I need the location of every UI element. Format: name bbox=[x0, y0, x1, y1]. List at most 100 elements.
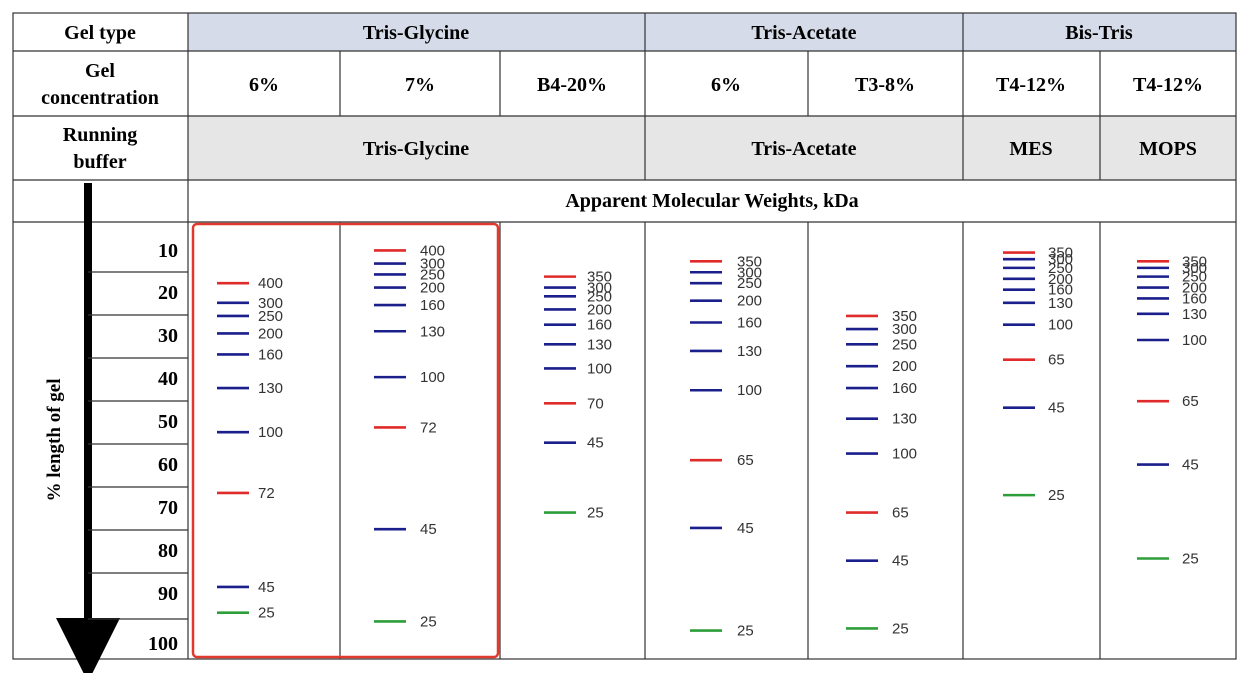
band-25-label: 25 bbox=[892, 620, 909, 637]
band-160-label: 160 bbox=[1048, 282, 1073, 299]
band-300-label: 300 bbox=[892, 321, 917, 338]
band-300-label: 300 bbox=[1182, 260, 1207, 277]
band-200-label: 200 bbox=[258, 325, 283, 342]
band-160-label: 160 bbox=[420, 297, 445, 314]
band-72-label: 72 bbox=[420, 419, 437, 436]
concentration-col-6: T4-12% bbox=[996, 74, 1066, 96]
band-400-label: 400 bbox=[258, 275, 283, 292]
band-130-label: 130 bbox=[587, 336, 612, 353]
ruler-tick-label: 30 bbox=[158, 325, 178, 347]
ruler-tick-label: 50 bbox=[158, 411, 178, 433]
band-130-label: 130 bbox=[258, 380, 283, 397]
ruler-tick-label: 100 bbox=[148, 633, 178, 655]
concentration-col-3: B4-20% bbox=[537, 74, 607, 96]
running-buffer-header-line2: buffer bbox=[73, 151, 126, 173]
band-130-label: 130 bbox=[1048, 295, 1073, 312]
band-100-label: 100 bbox=[892, 446, 917, 463]
band-350-label: 350 bbox=[1182, 253, 1207, 270]
gel-concentration-header-line1: Gel bbox=[85, 60, 115, 82]
band-100-label: 100 bbox=[587, 360, 612, 377]
band-65-label: 65 bbox=[737, 452, 754, 469]
band-45-label: 45 bbox=[258, 579, 275, 596]
ruler-tick-label: 10 bbox=[158, 240, 178, 262]
band-45-label: 45 bbox=[1048, 400, 1065, 417]
band-350-label: 350 bbox=[1048, 245, 1073, 262]
band-45-label: 45 bbox=[420, 521, 437, 538]
band-25-label: 25 bbox=[1048, 487, 1065, 504]
gel-type-tris-acetate: Tris-Acetate bbox=[751, 22, 856, 44]
band-25-label: 25 bbox=[1182, 550, 1199, 567]
band-65-label: 65 bbox=[1182, 393, 1199, 410]
band-70-label: 70 bbox=[587, 395, 604, 412]
running-buffer-fill bbox=[188, 116, 1236, 180]
band-25-label: 25 bbox=[737, 623, 754, 640]
band-72-label: 72 bbox=[258, 485, 275, 502]
gel-type-header-fill bbox=[188, 13, 1236, 51]
concentration-col-5: T3-8% bbox=[855, 74, 915, 96]
band-160-label: 160 bbox=[737, 315, 762, 332]
concentration-col-2: 7% bbox=[405, 74, 435, 96]
band-100-label: 100 bbox=[420, 369, 445, 386]
band-45-label: 45 bbox=[1182, 457, 1199, 474]
ruler-tick-label: 80 bbox=[158, 540, 178, 562]
band-250-label: 250 bbox=[892, 336, 917, 353]
band-25-label: 25 bbox=[258, 605, 275, 622]
band-300-label: 300 bbox=[258, 295, 283, 312]
band-100-label: 100 bbox=[1182, 332, 1207, 349]
apparent-mw-title: Apparent Molecular Weights, kDa bbox=[565, 190, 858, 212]
ruler-tick-label: 90 bbox=[158, 583, 178, 605]
band-200-label: 200 bbox=[587, 301, 612, 318]
band-160-label: 160 bbox=[587, 317, 612, 334]
band-25-label: 25 bbox=[420, 613, 437, 630]
band-65-label: 65 bbox=[1048, 352, 1065, 369]
highlight-box bbox=[191, 222, 500, 659]
gel-type-bis-tris: Bis-Tris bbox=[1065, 22, 1133, 44]
band-300-label: 300 bbox=[420, 256, 445, 273]
ruler: 10 20 30 40 50 60 70 80 90 100 bbox=[56, 183, 188, 673]
concentration-col-7: T4-12% bbox=[1133, 74, 1203, 96]
gel-type-tris-glycine: Tris-Glycine bbox=[363, 22, 469, 44]
band-350-label: 350 bbox=[587, 269, 612, 286]
band-45-label: 45 bbox=[737, 520, 754, 537]
band-200-label: 200 bbox=[420, 280, 445, 297]
band-160-label: 160 bbox=[892, 380, 917, 397]
band-400-label: 400 bbox=[420, 242, 445, 259]
band-130-label: 130 bbox=[892, 411, 917, 428]
gel-length-axis-label: % length of gel bbox=[44, 379, 65, 502]
band-130-label: 130 bbox=[1182, 306, 1207, 323]
band-300-label: 300 bbox=[587, 280, 612, 297]
band-100-label: 100 bbox=[1048, 317, 1073, 334]
band-350-label: 350 bbox=[892, 308, 917, 325]
band-350-label: 350 bbox=[737, 253, 762, 270]
band-130-label: 130 bbox=[737, 343, 762, 360]
buffer-mes: MES bbox=[1009, 138, 1052, 160]
band-250-label: 250 bbox=[258, 308, 283, 325]
ruler-tick-label: 70 bbox=[158, 497, 178, 519]
band-250-label: 250 bbox=[737, 275, 762, 292]
band-200-label: 200 bbox=[1182, 280, 1207, 297]
band-65-label: 65 bbox=[892, 505, 909, 522]
buffer-tris-glycine: Tris-Glycine bbox=[363, 138, 469, 160]
concentration-col-1: 6% bbox=[249, 74, 279, 96]
band-250-label: 250 bbox=[420, 266, 445, 283]
band-250-label: 250 bbox=[1048, 260, 1073, 277]
ruler-tick-label: 60 bbox=[158, 454, 178, 476]
band-100-label: 100 bbox=[258, 424, 283, 441]
table-grid bbox=[12, 12, 1237, 660]
buffer-tris-acetate: Tris-Acetate bbox=[751, 138, 856, 160]
concentration-col-4: 6% bbox=[711, 74, 741, 96]
band-200-label: 200 bbox=[892, 358, 917, 375]
band-200-label: 200 bbox=[1048, 271, 1073, 288]
band-300-label: 300 bbox=[737, 264, 762, 281]
band-45-label: 45 bbox=[587, 435, 604, 452]
band-45-label: 45 bbox=[892, 553, 909, 570]
band-100-label: 100 bbox=[737, 382, 762, 399]
band-250-label: 250 bbox=[587, 288, 612, 305]
band-130-label: 130 bbox=[420, 323, 445, 340]
band-160-label: 160 bbox=[258, 346, 283, 363]
band-160-label: 160 bbox=[1182, 290, 1207, 307]
buffer-mops: MOPS bbox=[1139, 138, 1197, 160]
band-250-label: 250 bbox=[1182, 269, 1207, 286]
gel-concentration-header-line2: concentration bbox=[41, 87, 159, 109]
